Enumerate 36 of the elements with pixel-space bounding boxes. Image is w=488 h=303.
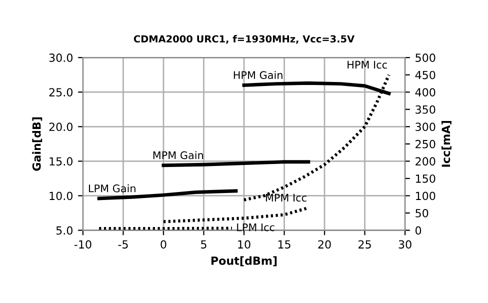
y2-tick-label: 100 (416, 192, 436, 200)
y2-tick-label: 500 (416, 54, 436, 62)
x-tick-label: 0 (160, 240, 166, 249)
y-tick-label: 20.0 (49, 122, 72, 132)
x-axis-title: Pout[dBm] (211, 256, 277, 266)
series-label: HPM Icc (348, 60, 387, 69)
y-tick-label: 5.0 (56, 226, 72, 235)
y2-tick-label: 0 (415, 226, 422, 235)
x-tick-label: 5 (201, 240, 206, 249)
x-tick-label: 25 (358, 240, 371, 249)
y2-tick-label: 150 (416, 174, 436, 183)
x-tick-label: 10 (238, 240, 250, 249)
y2-tick-label: 250 (416, 140, 436, 148)
y2-tick-label: 450 (415, 70, 436, 80)
y-axis-title: Gain[dB] (32, 117, 42, 171)
series-label: LPM Icc (237, 223, 274, 232)
series-label: MPM Gain (153, 151, 204, 160)
y-tick-label: 10.0 (50, 192, 72, 200)
y2-tick-label: 50 (416, 208, 428, 218)
y-tick-label: 15.0 (50, 157, 72, 166)
x-tick-label: -5 (118, 240, 128, 249)
y2-tick-label: 200 (416, 157, 436, 166)
x-tick-label: 20 (318, 240, 331, 249)
y2-tick-label: 400 (415, 88, 436, 96)
y-tick-label: 30.0 (49, 54, 72, 62)
chart-subtitle: CDMA2000 URC1, f=1930MHz, Vcc=3.5V (134, 35, 355, 44)
y2-tick-label: 350 (416, 105, 436, 114)
x-tick-label: 30 (398, 240, 412, 249)
y2-tick-label: 300 (416, 122, 436, 132)
y-tick-label: 25.0 (49, 88, 72, 96)
y2-axis-title: Icc[mA] (442, 121, 452, 167)
series-label: HPM Gain (234, 70, 282, 80)
x-tick-label: 15 (278, 240, 290, 249)
x-tick-label: -10 (74, 240, 92, 249)
series-label: LPM Gain (88, 184, 136, 192)
series-label: MPM Icc (266, 194, 306, 202)
